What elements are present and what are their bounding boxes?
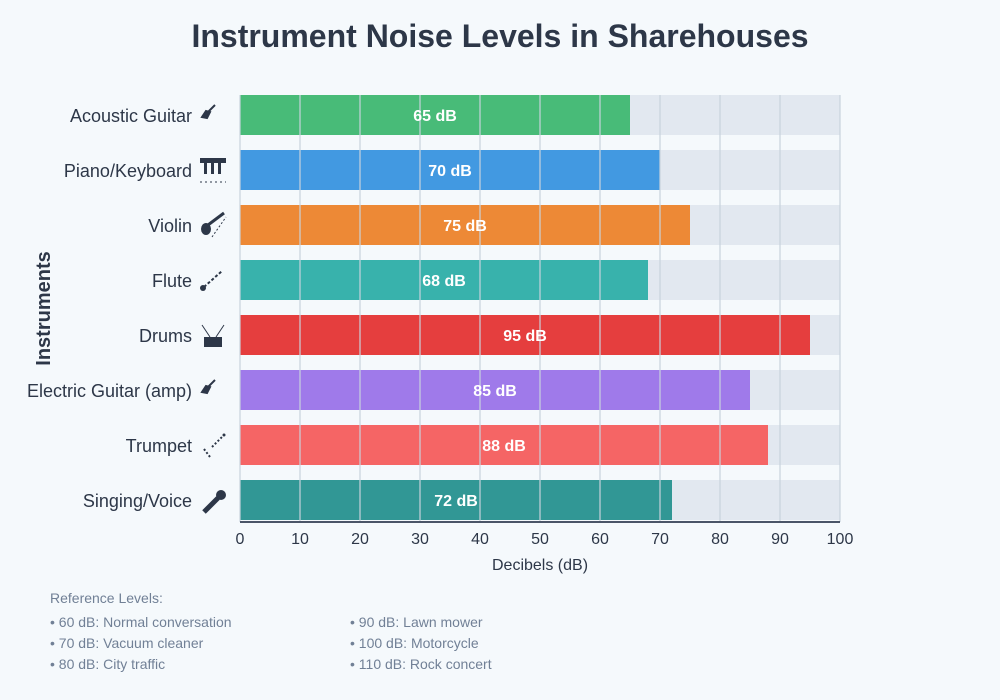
x-tick-label: 50 [531,531,549,548]
bar [240,425,768,465]
chart-title: Instrument Noise Levels in Sharehouses [191,18,809,54]
x-tick-label: 100 [827,531,854,548]
x-tick-label: 30 [411,531,429,548]
data-label: 85 dB [473,383,517,400]
category-label: Singing/Voice [83,491,192,511]
bar [240,95,630,135]
x-tick-label: 40 [471,531,489,548]
bar [240,260,648,300]
reference-title: Reference Levels: [50,590,163,606]
guitar-icon [200,104,216,120]
bar [240,370,750,410]
x-tick-label: 80 [711,531,729,548]
category-label: Trumpet [126,436,192,456]
category-label: Piano/Keyboard [64,161,192,181]
guitar-icon [200,379,216,395]
x-tick-label: 10 [291,531,309,548]
reference-item: • 100 dB: Motorcycle [350,635,479,651]
x-axis-label: Decibels (dB) [492,557,588,574]
bar [240,205,690,245]
x-tick-label: 20 [351,531,369,548]
data-label: 95 dB [503,328,547,345]
category-label: Acoustic Guitar [70,106,192,126]
data-label: 88 dB [482,438,526,455]
x-tick-label: 70 [651,531,669,548]
category-label: Electric Guitar (amp) [27,381,192,401]
data-label: 65 dB [413,108,457,125]
x-tick-label: 90 [771,531,789,548]
y-axis-label: Instruments [33,251,55,365]
reference-item: • 70 dB: Vacuum cleaner [50,635,204,651]
microphone-icon [202,490,226,514]
category-label: Flute [152,271,192,291]
reference-item: • 80 dB: City traffic [50,656,166,672]
reference-item: • 60 dB: Normal conversation [50,614,232,630]
category-label: Drums [139,326,192,346]
reference-item: • 110 dB: Rock concert [350,656,492,672]
piano-icon [200,158,226,183]
category-label: Violin [148,216,192,236]
data-label: 68 dB [422,273,466,290]
bar [240,315,810,355]
data-label: 72 dB [434,493,478,510]
flute-icon [200,270,223,291]
drum-icon [201,324,225,347]
x-tick-label: 60 [591,531,609,548]
data-label: 75 dB [443,218,487,235]
violin-icon [201,211,227,238]
reference-item: • 90 dB: Lawn mower [350,614,483,630]
trumpet-icon [203,433,226,458]
x-tick-label: 0 [236,531,245,548]
bar [240,150,660,190]
data-label: 70 dB [428,163,472,180]
